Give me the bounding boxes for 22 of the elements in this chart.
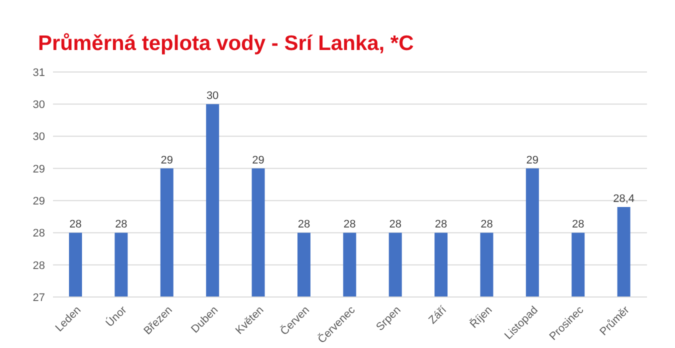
data-label: 28 (572, 218, 584, 231)
y-tick-label: 29 (32, 163, 45, 176)
y-tick-label: 31 (32, 66, 45, 79)
data-label: 28 (480, 218, 493, 231)
chart-title: Průměrná teplota vody - Srí Lanka, *C (37, 31, 415, 57)
y-tick-label: 28 (32, 260, 45, 272)
data-label: 30 (206, 90, 219, 102)
y-tick-label: 29 (32, 195, 45, 208)
data-label: 28,4 (613, 193, 635, 205)
y-tick-label: 30 (32, 131, 45, 144)
data-label: 28 (69, 218, 82, 231)
data-label: 29 (526, 154, 539, 166)
data-label: 28 (434, 218, 448, 231)
data-label: 28 (389, 218, 402, 231)
y-tick-label: 27 (32, 292, 45, 304)
y-tick-label: 30 (32, 99, 45, 112)
data-label: 28 (344, 218, 356, 231)
data-label: 28 (298, 218, 310, 231)
data-label: 28 (115, 218, 128, 231)
data-label: 29 (160, 154, 174, 166)
data-label: 29 (252, 154, 264, 166)
y-tick-label: 28 (32, 228, 45, 240)
